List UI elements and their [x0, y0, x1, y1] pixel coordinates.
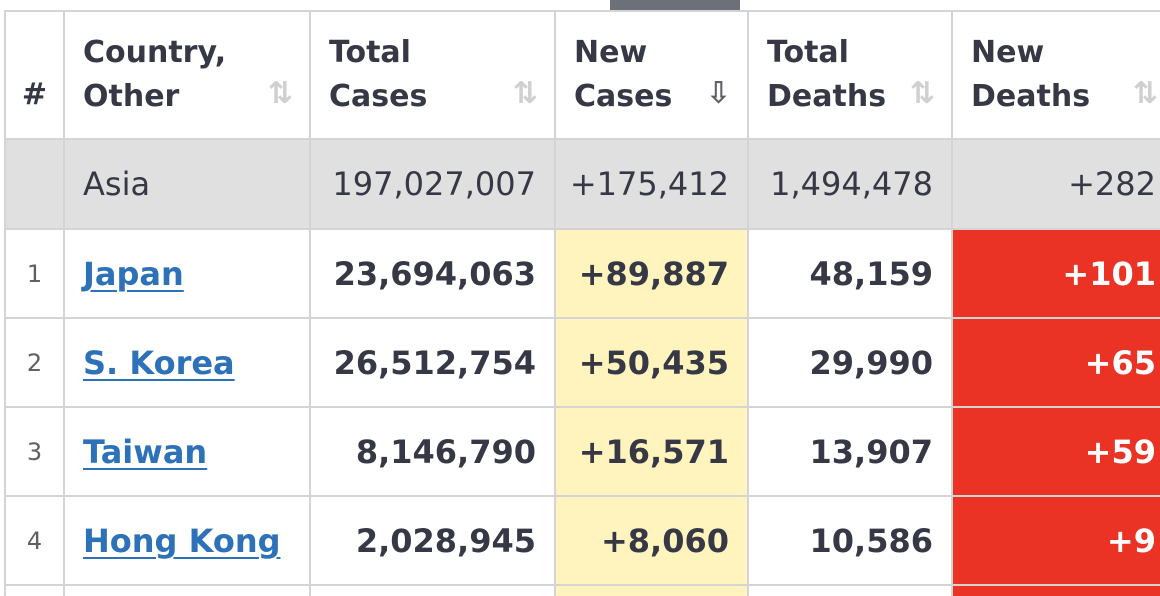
cell-total-cases: 197,027,007: [309, 138, 556, 230]
cell-total-cases: 8,146,790: [309, 406, 556, 497]
sort-icon[interactable]: ⇅: [909, 76, 935, 111]
column-header-new-cases[interactable]: New Cases ⇩: [554, 10, 749, 140]
cell-empty: [309, 584, 556, 596]
table-row-partial: [4, 584, 1160, 596]
cell-total-deaths: 1,494,478: [747, 138, 953, 230]
cell-empty: [554, 584, 749, 596]
column-header-country[interactable]: Country, Other ⇅: [63, 10, 311, 140]
cell-new-cases: +50,435: [554, 317, 749, 408]
cell-new-deaths: +282: [951, 138, 1160, 230]
table-row: 4 Hong Kong 2,028,945 +8,060 10,586 +9: [4, 495, 1160, 586]
sort-descending-icon[interactable]: ⇩: [705, 76, 731, 111]
country-link[interactable]: S. Korea: [83, 343, 235, 382]
column-header-total-deaths-label: Total Deaths: [767, 35, 887, 114]
country-link[interactable]: Japan: [83, 254, 184, 293]
cell-continent-name: Asia: [63, 138, 311, 230]
cell-total-deaths: 10,586: [747, 495, 953, 586]
cell-rank: 3: [4, 406, 65, 497]
column-header-new-deaths-label: New Deaths: [971, 35, 1091, 114]
cell-empty: [951, 584, 1160, 596]
table-row: 2 S. Korea 26,512,754 +50,435 29,990 +65: [4, 317, 1160, 408]
column-header-total-cases[interactable]: Total Cases ⇅: [309, 10, 556, 140]
sort-icon[interactable]: ⇅: [1132, 76, 1158, 111]
cell-rank: [4, 138, 65, 230]
country-link[interactable]: Taiwan: [83, 432, 208, 471]
table-row: 3 Taiwan 8,146,790 +16,571 13,907 +59: [4, 406, 1160, 497]
cell-empty: [4, 584, 65, 596]
column-header-new-cases-label: New Cases: [574, 35, 673, 114]
cell-total-cases: 26,512,754: [309, 317, 556, 408]
cell-rank: 1: [4, 228, 65, 319]
cell-empty: [63, 584, 311, 596]
column-header-total-deaths[interactable]: Total Deaths ⇅: [747, 10, 953, 140]
cell-country: Japan: [63, 228, 311, 319]
continent-row: Asia 197,027,007 +175,412 1,494,478 +282: [4, 138, 1160, 230]
cell-new-deaths: +65: [951, 317, 1160, 408]
sort-icon[interactable]: ⇅: [267, 76, 293, 111]
cell-country: Taiwan: [63, 406, 311, 497]
column-header-country-label: Country, Other: [83, 35, 227, 114]
country-link[interactable]: Hong Kong: [83, 521, 281, 560]
column-header-total-cases-label: Total Cases: [329, 35, 428, 114]
cell-country: S. Korea: [63, 317, 311, 408]
cell-new-deaths: +59: [951, 406, 1160, 497]
cell-total-deaths: 48,159: [747, 228, 953, 319]
cell-new-deaths: +101: [951, 228, 1160, 319]
cell-new-cases: +89,887: [554, 228, 749, 319]
sort-icon[interactable]: ⇅: [512, 76, 538, 111]
column-header-new-deaths[interactable]: New Deaths ⇅: [951, 10, 1160, 140]
cell-country: Hong Kong: [63, 495, 311, 586]
cell-rank: 4: [4, 495, 65, 586]
cell-empty: [747, 584, 953, 596]
cell-new-cases: +8,060: [554, 495, 749, 586]
table-header-row: # Country, Other ⇅ Total Cases ⇅ New Cas…: [4, 10, 1160, 140]
cell-total-deaths: 29,990: [747, 317, 953, 408]
cell-total-deaths: 13,907: [747, 406, 953, 497]
table-row: 1 Japan 23,694,063 +89,887 48,159 +101: [4, 228, 1160, 319]
cell-total-cases: 2,028,945: [309, 495, 556, 586]
column-header-rank: #: [4, 10, 65, 140]
top-tab-indicator: [610, 0, 740, 10]
cell-new-cases: +175,412: [554, 138, 749, 230]
cell-new-deaths: +9: [951, 495, 1160, 586]
cell-rank: 2: [4, 317, 65, 408]
cell-new-cases: +16,571: [554, 406, 749, 497]
column-header-rank-label: #: [21, 77, 48, 112]
cases-table: # Country, Other ⇅ Total Cases ⇅ New Cas…: [4, 10, 1160, 596]
cell-total-cases: 23,694,063: [309, 228, 556, 319]
